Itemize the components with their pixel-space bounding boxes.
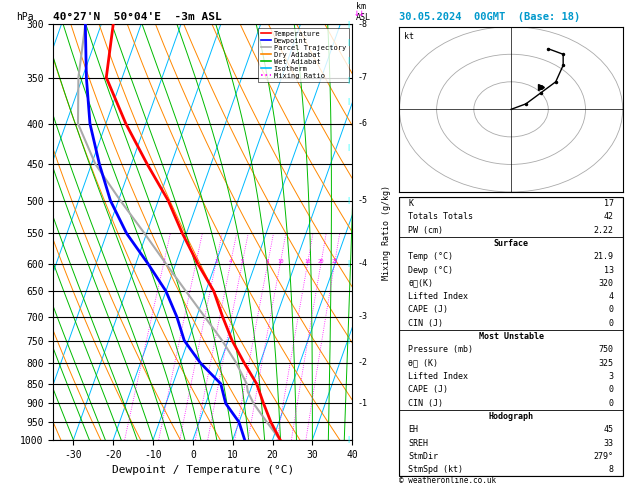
Text: -2: -2 bbox=[358, 358, 368, 367]
Text: EH: EH bbox=[408, 425, 418, 434]
Text: θᴇ(K): θᴇ(K) bbox=[408, 279, 433, 288]
Text: |: | bbox=[347, 57, 351, 64]
Text: Most Unstable: Most Unstable bbox=[479, 332, 543, 341]
Text: 21.9: 21.9 bbox=[594, 252, 614, 261]
Text: -4: -4 bbox=[358, 259, 368, 268]
Text: 40°27'N  50°04'E  -3m ASL: 40°27'N 50°04'E -3m ASL bbox=[53, 12, 222, 22]
Text: -7: -7 bbox=[358, 73, 368, 82]
Text: 325: 325 bbox=[599, 359, 614, 368]
X-axis label: Dewpoint / Temperature (°C): Dewpoint / Temperature (°C) bbox=[112, 465, 294, 475]
Text: 750: 750 bbox=[599, 346, 614, 354]
Text: hPa: hPa bbox=[16, 12, 33, 22]
Text: Mixing Ratio (g/kg): Mixing Ratio (g/kg) bbox=[382, 185, 391, 279]
Text: |: | bbox=[347, 21, 351, 28]
Text: CIN (J): CIN (J) bbox=[408, 319, 443, 328]
Text: |: | bbox=[347, 337, 351, 344]
Text: 2.22: 2.22 bbox=[594, 226, 614, 235]
Text: 30.05.2024  00GMT  (Base: 18): 30.05.2024 00GMT (Base: 18) bbox=[399, 12, 581, 22]
Text: θᴇ (K): θᴇ (K) bbox=[408, 359, 438, 368]
Text: K: K bbox=[408, 199, 413, 208]
Text: 10: 10 bbox=[277, 259, 284, 263]
Text: 20: 20 bbox=[318, 259, 324, 263]
Text: CIN (J): CIN (J) bbox=[408, 399, 443, 408]
Text: Totals Totals: Totals Totals bbox=[408, 212, 474, 221]
Text: SREH: SREH bbox=[408, 438, 428, 448]
Text: 1: 1 bbox=[162, 259, 165, 263]
Text: 8: 8 bbox=[266, 259, 269, 263]
Text: Lifted Index: Lifted Index bbox=[408, 292, 469, 301]
Text: |: | bbox=[347, 98, 351, 105]
Text: © weatheronline.co.uk: © weatheronline.co.uk bbox=[399, 476, 496, 485]
Text: Temp (°C): Temp (°C) bbox=[408, 252, 454, 261]
Text: 320: 320 bbox=[599, 279, 614, 288]
Text: 4: 4 bbox=[609, 292, 614, 301]
Text: 3: 3 bbox=[609, 372, 614, 381]
Text: 25: 25 bbox=[331, 259, 338, 263]
Text: |: | bbox=[347, 144, 351, 151]
Text: -8: -8 bbox=[358, 20, 368, 29]
Text: 33: 33 bbox=[604, 438, 614, 448]
Text: 0: 0 bbox=[609, 385, 614, 394]
Text: kt: kt bbox=[404, 32, 414, 41]
Text: Surface: Surface bbox=[494, 239, 528, 248]
Text: Lifted Index: Lifted Index bbox=[408, 372, 469, 381]
Text: 42: 42 bbox=[604, 212, 614, 221]
Text: 16: 16 bbox=[304, 259, 311, 263]
Text: |: | bbox=[347, 260, 351, 267]
Text: 0: 0 bbox=[609, 305, 614, 314]
Text: -3: -3 bbox=[358, 312, 368, 321]
Text: CAPE (J): CAPE (J) bbox=[408, 305, 448, 314]
Text: 8: 8 bbox=[609, 465, 614, 474]
Text: Dewp (°C): Dewp (°C) bbox=[408, 265, 454, 275]
Text: -5: -5 bbox=[358, 196, 368, 205]
Text: Hodograph: Hodograph bbox=[489, 412, 533, 421]
Text: |: | bbox=[347, 197, 351, 204]
Text: 0: 0 bbox=[609, 319, 614, 328]
Text: LCL: LCL bbox=[354, 389, 367, 395]
Text: 5: 5 bbox=[240, 259, 244, 263]
Text: -1: -1 bbox=[358, 399, 368, 408]
Text: |: | bbox=[347, 77, 351, 84]
Text: 4: 4 bbox=[229, 259, 232, 263]
Text: 13: 13 bbox=[604, 265, 614, 275]
Text: StmSpd (kt): StmSpd (kt) bbox=[408, 465, 464, 474]
Text: km
ASL: km ASL bbox=[356, 2, 371, 22]
Text: PW (cm): PW (cm) bbox=[408, 226, 443, 235]
Text: -6: -6 bbox=[358, 119, 368, 128]
Text: 17: 17 bbox=[604, 199, 614, 208]
Text: CAPE (J): CAPE (J) bbox=[408, 385, 448, 394]
Text: |: | bbox=[347, 436, 351, 443]
Text: 45: 45 bbox=[604, 425, 614, 434]
Text: 0: 0 bbox=[609, 399, 614, 408]
Text: 3: 3 bbox=[214, 259, 218, 263]
Legend: Temperature, Dewpoint, Parcel Trajectory, Dry Adiabat, Wet Adiabat, Isotherm, Mi: Temperature, Dewpoint, Parcel Trajectory… bbox=[258, 28, 348, 82]
Text: 2: 2 bbox=[194, 259, 198, 263]
Text: Pressure (mb): Pressure (mb) bbox=[408, 346, 474, 354]
Text: ↓↓: ↓↓ bbox=[353, 8, 365, 18]
Text: |: | bbox=[347, 38, 351, 46]
Text: StmDir: StmDir bbox=[408, 452, 438, 461]
Text: 279°: 279° bbox=[594, 452, 614, 461]
